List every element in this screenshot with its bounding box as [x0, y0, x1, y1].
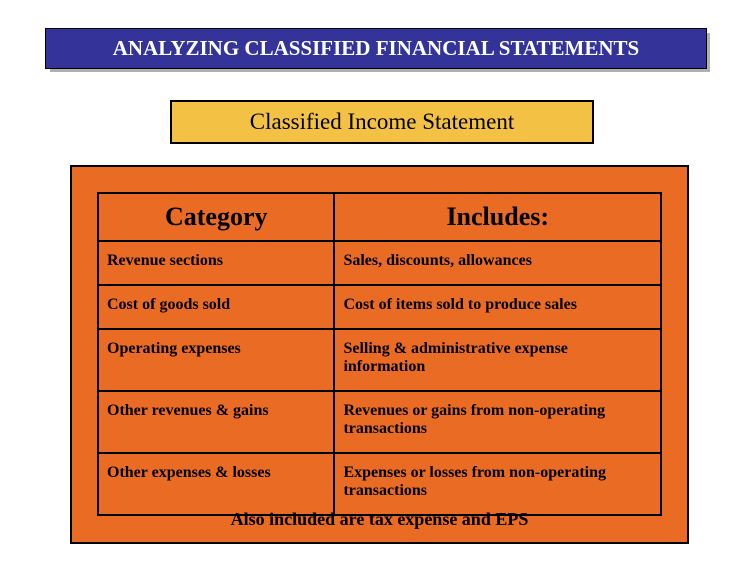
cell-category: Cost of goods sold	[98, 285, 334, 329]
cell-category: Revenue sections	[98, 241, 334, 285]
header-includes: Includes:	[334, 193, 661, 241]
table-row: Cost of goods sold Cost of items sold to…	[98, 285, 661, 329]
content-panel: Category Includes: Revenue sections Sale…	[70, 165, 689, 544]
table-row: Other revenues & gains Revenues or gains…	[98, 391, 661, 453]
cell-includes: Expenses or losses from non-operating tr…	[334, 453, 661, 515]
cell-includes: Revenues or gains from non-operating tra…	[334, 391, 661, 453]
income-statement-table: Category Includes: Revenue sections Sale…	[97, 192, 662, 516]
table-row: Other expenses & losses Expenses or loss…	[98, 453, 661, 515]
cell-category: Operating expenses	[98, 329, 334, 391]
table-row: Revenue sections Sales, discounts, allow…	[98, 241, 661, 285]
cell-includes: Cost of items sold to produce sales	[334, 285, 661, 329]
cell-includes: Sales, discounts, allowances	[334, 241, 661, 285]
main-title-container: ANALYZING CLASSIFIED FINANCIAL STATEMENT…	[45, 28, 710, 72]
cell-includes: Selling & administrative expense informa…	[334, 329, 661, 391]
cell-category: Other expenses & losses	[98, 453, 334, 515]
cell-category: Other revenues & gains	[98, 391, 334, 453]
table-header-row: Category Includes:	[98, 193, 661, 241]
table-container: Category Includes: Revenue sections Sale…	[97, 192, 662, 516]
main-title: ANALYZING CLASSIFIED FINANCIAL STATEMENT…	[45, 28, 707, 69]
table-row: Operating expenses Selling & administrat…	[98, 329, 661, 391]
footer-note: Also included are tax expense and EPS	[72, 509, 687, 530]
header-category: Category	[98, 193, 334, 241]
sub-title: Classified Income Statement	[170, 100, 594, 144]
